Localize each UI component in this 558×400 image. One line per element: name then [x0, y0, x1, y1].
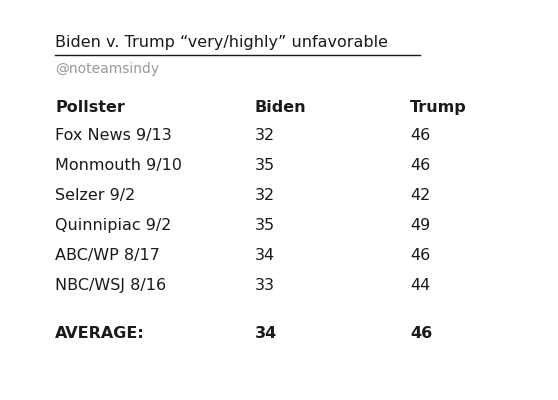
Text: Fox News 9/13: Fox News 9/13	[55, 128, 172, 143]
Text: Quinnipiac 9/2: Quinnipiac 9/2	[55, 218, 171, 233]
Text: ABC/WP 8/17: ABC/WP 8/17	[55, 248, 160, 263]
Text: Pollster: Pollster	[55, 100, 125, 115]
Text: AVERAGE:: AVERAGE:	[55, 326, 145, 341]
Text: 46: 46	[410, 248, 430, 263]
Text: 35: 35	[255, 158, 275, 173]
Text: 35: 35	[255, 218, 275, 233]
Text: 33: 33	[255, 278, 275, 293]
Text: 46: 46	[410, 326, 432, 341]
Text: Trump: Trump	[410, 100, 466, 115]
Text: Biden v. Trump “very/highly” unfavorable: Biden v. Trump “very/highly” unfavorable	[55, 35, 388, 50]
Text: 32: 32	[255, 188, 275, 203]
Text: 49: 49	[410, 218, 430, 233]
Text: Monmouth 9/10: Monmouth 9/10	[55, 158, 182, 173]
Text: @noteamsindy: @noteamsindy	[55, 62, 159, 76]
Text: Biden: Biden	[255, 100, 307, 115]
Text: 32: 32	[255, 128, 275, 143]
Text: NBC/WSJ 8/16: NBC/WSJ 8/16	[55, 278, 166, 293]
Text: 46: 46	[410, 158, 430, 173]
Text: 34: 34	[255, 326, 277, 341]
Text: Selzer 9/2: Selzer 9/2	[55, 188, 135, 203]
Text: 46: 46	[410, 128, 430, 143]
Text: 42: 42	[410, 188, 430, 203]
Text: 44: 44	[410, 278, 430, 293]
Text: 34: 34	[255, 248, 275, 263]
